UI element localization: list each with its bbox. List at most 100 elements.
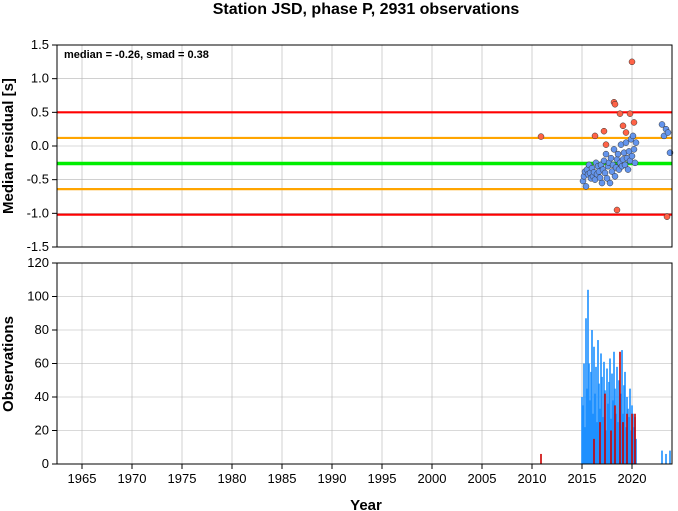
residual-y-label: Median residual [s] <box>0 78 17 214</box>
obs-bar <box>609 358 611 464</box>
inlier-point <box>611 173 619 180</box>
obs-bar <box>635 438 637 464</box>
x-axis-label: Year <box>350 497 382 511</box>
y-tick-label: 120 <box>27 255 49 270</box>
obs-bar <box>597 340 599 464</box>
obs-bar <box>606 368 608 464</box>
x-tick-label: 1985 <box>268 471 297 486</box>
inlier-point <box>603 175 611 182</box>
x-tick-label: 1990 <box>318 471 347 486</box>
outlier-point <box>611 101 619 108</box>
outlier-point <box>537 133 545 140</box>
obs-bar <box>607 403 609 464</box>
obs-bar <box>617 422 619 464</box>
inlier-point <box>630 146 638 153</box>
x-tick-label: 2010 <box>518 471 547 486</box>
obs-bar <box>603 361 605 464</box>
y-tick-label: 0.5 <box>31 104 49 119</box>
outlier-obs-bar <box>622 422 624 464</box>
outlier-obs-bar <box>604 393 606 464</box>
inlier-point <box>607 154 615 162</box>
obs-bar <box>594 393 596 464</box>
inlier-point <box>658 121 666 128</box>
obs-bar <box>590 371 592 464</box>
y-tick-label: -1.0 <box>27 205 49 220</box>
x-tick-label: 2020 <box>618 471 647 486</box>
obs-bar <box>615 413 617 464</box>
x-tick-label: 1980 <box>218 471 247 486</box>
outlier-point <box>622 129 630 136</box>
outlier-obs-bar <box>593 438 595 464</box>
x-tick-label: 2005 <box>468 471 497 486</box>
obs-bar <box>605 430 607 464</box>
outlier-point <box>630 119 638 126</box>
chart-title: Station JSD, phase P, 2931 observations <box>213 1 520 18</box>
obs-bar <box>630 430 632 464</box>
residual-y-ticks: 1.5 1.0 0.5 0.0 -0.5 -1.0 -1.5 <box>27 37 57 254</box>
obs-bar <box>586 388 588 464</box>
outlier-point <box>602 141 610 148</box>
x-tick-label: 1975 <box>168 471 197 486</box>
obs-bar <box>624 371 626 464</box>
obs-bar <box>601 376 603 464</box>
y-tick-label: 1.0 <box>31 71 49 86</box>
inlier-point <box>622 139 630 146</box>
reference-lines <box>57 111 672 216</box>
year-x-ticks: 1965 1970 1975 1980 1985 1990 1995 2000 2005 2010… <box>68 464 647 486</box>
y-tick-label: 0 <box>42 456 49 471</box>
obs-bar <box>620 393 622 464</box>
x-tick-label: 1970 <box>118 471 147 486</box>
y-tick-label: 20 <box>35 423 49 438</box>
outlier-point <box>613 206 621 214</box>
x-tick-label: 2015 <box>568 471 597 486</box>
obs-bar <box>593 346 595 464</box>
outlier-obs-bar <box>610 430 612 464</box>
outlier-point <box>619 122 627 130</box>
y-tick-label: -1.5 <box>27 239 49 254</box>
stats-annotation: median = -0.26, smad = 0.38 <box>64 49 209 61</box>
inlier-point <box>614 150 622 158</box>
y-tick-label: 60 <box>35 356 49 371</box>
inlier-point <box>624 166 632 173</box>
obs-bar <box>589 400 591 464</box>
outlier-obs-bar <box>540 453 542 464</box>
obs-bar <box>611 373 613 464</box>
inlier-point <box>602 150 610 158</box>
outlier-point <box>628 58 636 66</box>
outlier-obs-bar <box>599 422 601 464</box>
observations-y-label: Observations <box>0 316 17 412</box>
obs-bar <box>595 366 597 464</box>
obs-bar <box>608 381 610 464</box>
y-tick-label: 1.5 <box>31 37 49 52</box>
outlier-obs-bar <box>614 405 616 464</box>
inlier-point <box>610 146 618 153</box>
inlier-point <box>598 179 606 187</box>
y-tick-label: -0.5 <box>27 172 49 187</box>
obs-bar <box>581 397 583 464</box>
obs-bar <box>669 450 671 464</box>
inlier-point <box>606 179 614 187</box>
obs-bar <box>665 453 667 464</box>
outlier-obs-bar <box>631 413 633 464</box>
outlier-point <box>600 127 608 135</box>
obs-bar <box>621 350 623 464</box>
obs-bar <box>612 400 614 464</box>
residual-panel: 1.5 1.0 0.5 0.0 -0.5 -1.0 -1.5 median = -0.26,… <box>0 37 674 254</box>
obs-bar <box>661 450 663 464</box>
obs-bar <box>591 330 593 464</box>
obs-bar <box>585 318 587 464</box>
obs-bar <box>618 380 620 464</box>
obs-bar <box>629 388 631 464</box>
obs-bar <box>602 417 604 464</box>
obs-bar <box>632 413 634 464</box>
obs-bar <box>633 427 635 464</box>
y-tick-label: 100 <box>27 289 49 304</box>
y-tick-label: 0.0 <box>31 138 49 153</box>
inlier-point <box>582 183 590 190</box>
residual-points <box>537 58 674 220</box>
y-tick-label: 80 <box>35 322 49 337</box>
observations-y-ticks: 0 20 40 60 80 100 120 <box>27 255 57 471</box>
observation-bars <box>540 289 671 464</box>
inlier-point <box>629 132 637 140</box>
obs-bar <box>592 413 594 464</box>
